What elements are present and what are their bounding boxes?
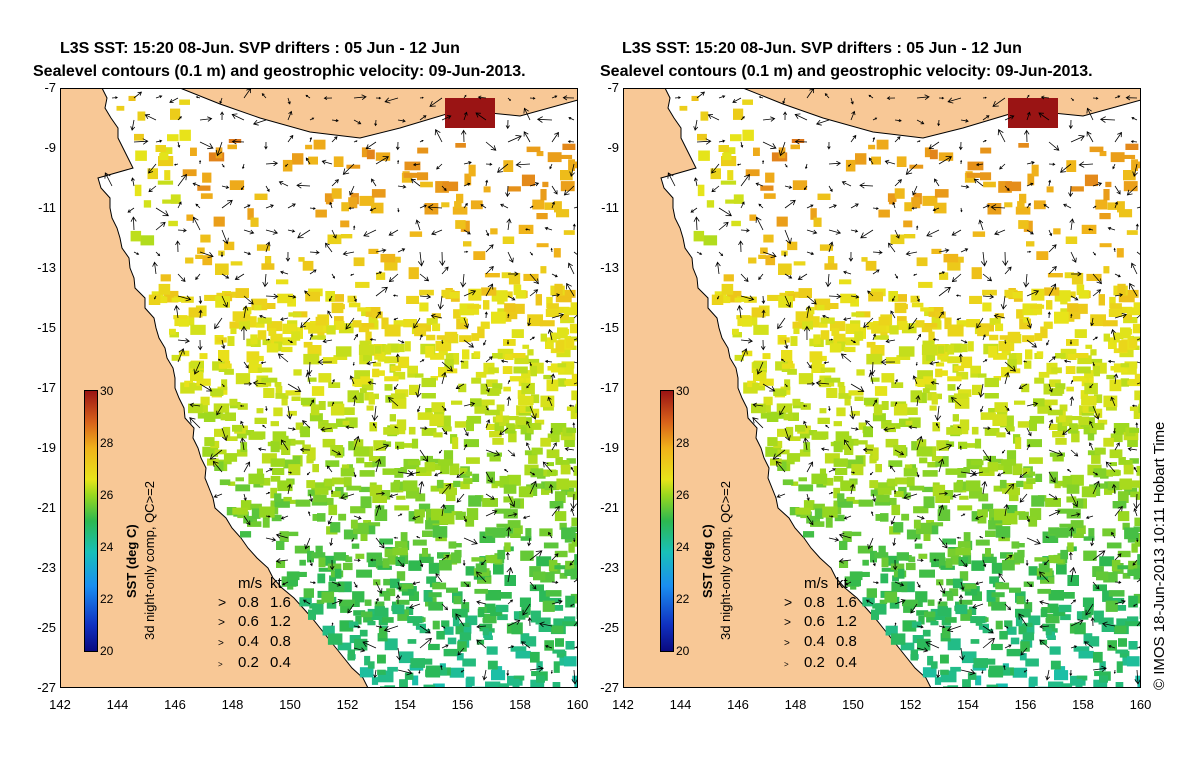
colorbar-title-right: SST (deg C) (700, 524, 715, 598)
y-tick-label: -11 (38, 200, 56, 215)
colorbar-tick-label: 28 (676, 436, 690, 450)
velocity-legend-row: >0.2 0.4 (784, 653, 857, 674)
y-tick-label: -21 (600, 500, 619, 515)
velocity-legend-header: m/s kt (238, 575, 282, 592)
colorbar-tick-label: 24 (676, 540, 690, 554)
x-tick-label: 144 (106, 697, 129, 712)
sst-map-left (60, 88, 578, 688)
arrow-icon: > (218, 660, 223, 669)
velocity-legend-row: >0.4 0.8 (218, 632, 291, 653)
arrow-icon: > (218, 594, 227, 610)
y-tick-label: -21 (37, 500, 56, 515)
land-australia (60, 88, 369, 688)
land-papua-new-guinea (742, 88, 1141, 139)
x-tick-label: 150 (842, 697, 864, 712)
colorbar-subtitle-right: 3d night-only comp, QC>=2 (718, 481, 733, 640)
velocity-legend-row: >0.6 1.2 (784, 613, 857, 630)
sst-patches (679, 95, 1141, 688)
y-tick-label: -9 (44, 140, 56, 155)
x-tick-label: 146 (727, 697, 749, 712)
colorbar-tick-label: 30 (100, 384, 114, 398)
y-tick-label: -23 (37, 560, 56, 575)
sst-map-right (623, 88, 1141, 688)
y-tick-label: -9 (607, 140, 619, 155)
arrow-icon: > (784, 638, 790, 649)
velocity-arrows (667, 88, 1141, 685)
y-tick-label: -19 (37, 440, 56, 455)
sst-patches (116, 95, 578, 688)
x-tick-label: 156 (451, 697, 474, 712)
x-tick-label: 152 (336, 697, 359, 712)
y-tick-label: -25 (37, 620, 56, 635)
x-tick-label: 158 (509, 697, 531, 712)
y-tick-label: -7 (44, 80, 56, 95)
x-tick-label: 146 (164, 697, 186, 712)
velocity-legend-right: m/s kt >0.8 1.6 >0.6 1.2 >0.4 0.8 >0.2 0.4 (784, 574, 857, 674)
colorbar-tick-label: 28 (100, 436, 114, 450)
colorbar-tick-label: 22 (100, 592, 114, 606)
arrow-icon: > (218, 638, 224, 649)
y-tick-label: -23 (600, 560, 619, 575)
colorbar-tick-label: 26 (100, 488, 114, 502)
arrow-icon: > (784, 615, 792, 629)
colorbar-right (660, 390, 674, 652)
hot-patch (1008, 98, 1058, 128)
y-tick-label: -17 (600, 380, 619, 395)
colorbar-tick-label: 22 (676, 592, 690, 606)
colorbar-subtitle-left: 3d night-only comp, QC>=2 (142, 481, 157, 640)
colorbar-title-left: SST (deg C) (124, 524, 139, 598)
map-frame (623, 88, 1141, 688)
y-tick-label: -19 (600, 440, 619, 455)
x-tick-label: 158 (1072, 697, 1094, 712)
x-tick-label: 142 (49, 697, 71, 712)
title-left-line2: Sealevel contours (0.1 m) and geostrophi… (33, 63, 526, 80)
y-tick-label: -11 (601, 200, 619, 215)
arrow-icon: > (218, 615, 226, 629)
x-tick-label: 160 (566, 697, 589, 712)
x-tick-label: 154 (957, 697, 979, 712)
y-tick-label: -27 (37, 680, 56, 695)
y-tick-label: -15 (600, 320, 619, 335)
velocity-legend-header: m/s kt (804, 575, 848, 592)
colorbar-tick-label: 24 (100, 540, 114, 554)
y-tick-label: -25 (600, 620, 619, 635)
x-tick-label: 142 (612, 697, 634, 712)
y-tick-label: -17 (37, 380, 56, 395)
arrow-icon: > (784, 660, 789, 669)
x-tick-label: 152 (899, 697, 922, 712)
x-tick-label: 144 (669, 697, 692, 712)
x-tick-label: 148 (221, 697, 244, 712)
velocity-legend-row: >0.2 0.4 (218, 653, 291, 674)
velocity-legend-left: m/s kt >0.8 1.6 >0.6 1.2 >0.4 0.8 >0.2 0.4 (218, 574, 291, 674)
velocity-legend-row: >0.6 1.2 (218, 613, 291, 630)
velocity-arrows (104, 88, 578, 685)
credit-text: © IMOS 18-Jun-2013 10:11 Hobart Time (1151, 421, 1168, 690)
velocity-legend-row: >0.8 1.6 (784, 594, 857, 611)
y-tick-label: -15 (37, 320, 56, 335)
x-tick-label: 148 (784, 697, 807, 712)
x-tick-label: 154 (394, 697, 416, 712)
y-tick-label: -13 (37, 260, 56, 275)
land-australia (623, 88, 932, 688)
colorbar-tick-label: 26 (676, 488, 690, 502)
map-frame (60, 88, 578, 688)
colorbar-tick-label: 20 (100, 644, 114, 658)
y-tick-label: -27 (600, 680, 619, 695)
velocity-legend-row: >0.8 1.6 (218, 594, 291, 611)
title-left-line1: L3S SST: 15:20 08-Jun. SVP drifters : 05… (60, 40, 460, 57)
hot-patch (445, 98, 495, 128)
colorbar-tick-label: 30 (676, 384, 690, 398)
y-tick-label: -13 (600, 260, 619, 275)
velocity-legend-row: >0.4 0.8 (784, 632, 857, 653)
arrow-icon: > (784, 594, 793, 610)
y-tick-label: -7 (607, 80, 619, 95)
title-right-line1: L3S SST: 15:20 08-Jun. SVP drifters : 05… (622, 40, 1022, 57)
land-papua-new-guinea (179, 88, 578, 139)
x-tick-label: 156 (1014, 697, 1037, 712)
colorbar-left (84, 390, 98, 652)
title-right-line2: Sealevel contours (0.1 m) and geostrophi… (600, 63, 1093, 80)
x-tick-label: 160 (1129, 697, 1152, 712)
colorbar-tick-label: 20 (676, 644, 690, 658)
x-tick-label: 150 (279, 697, 301, 712)
